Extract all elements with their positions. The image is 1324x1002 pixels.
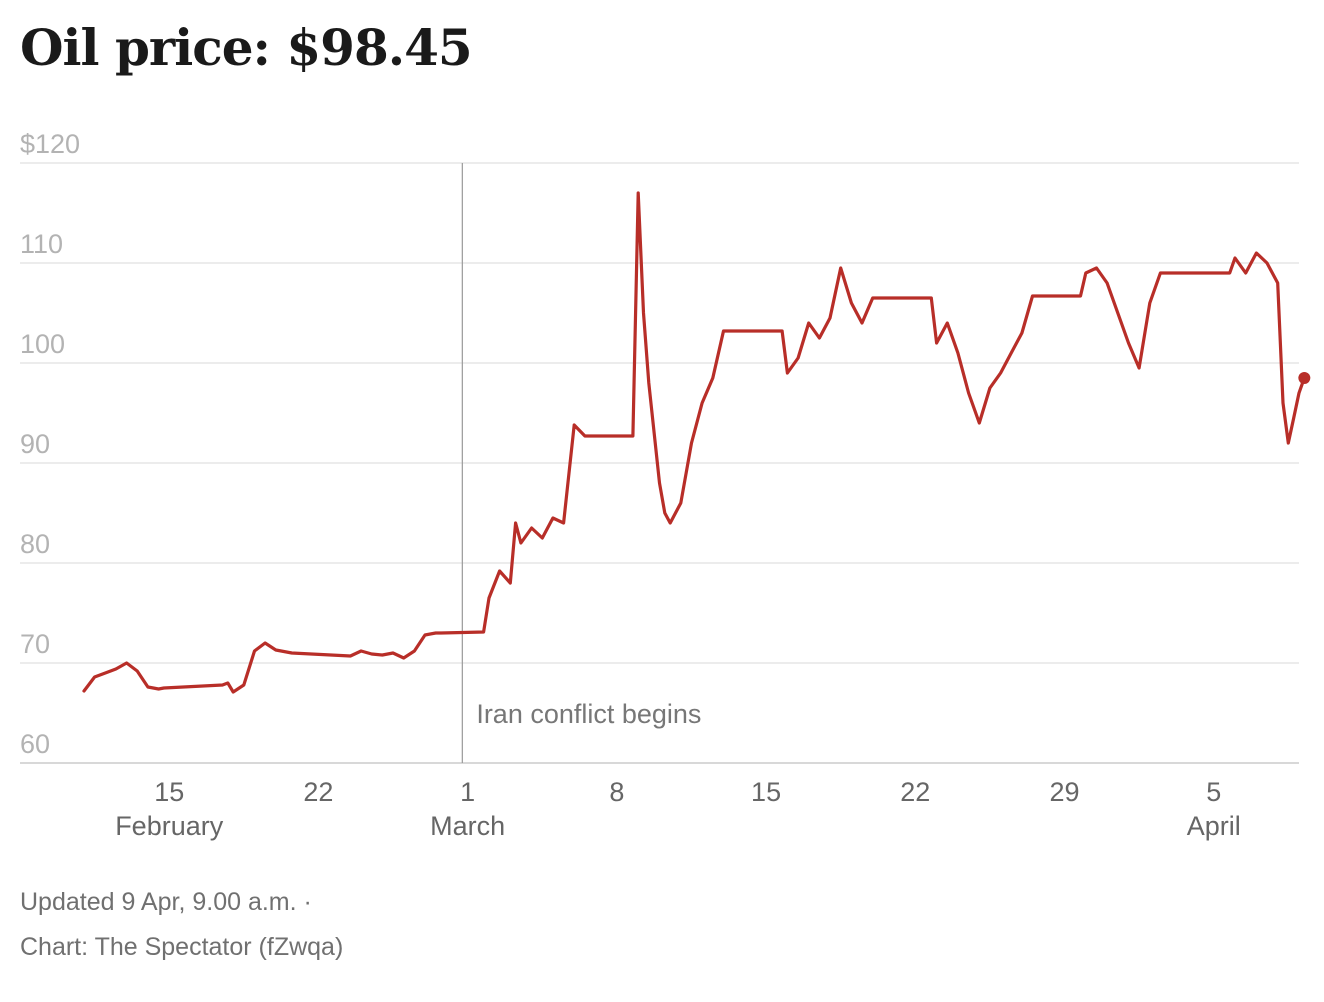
y-tick-label: $120	[20, 129, 80, 159]
chart-title: Oil price: $98.45	[20, 18, 473, 77]
x-tick-label: 15	[154, 777, 184, 807]
x-month-label: March	[430, 811, 505, 841]
series-layer	[82, 191, 1311, 694]
x-tick-label: 29	[1049, 777, 1079, 807]
y-axis: 60 70 80 90 100 110 $120	[20, 129, 80, 759]
x-tick-label: 22	[303, 777, 333, 807]
y-tick-label: 70	[20, 629, 50, 659]
x-tick-label: 1	[460, 777, 475, 807]
y-tick-label: 100	[20, 329, 65, 359]
updated-note: Updated 9 Apr, 9.00 a.m. ·	[20, 888, 312, 916]
x-tick-label: 22	[900, 777, 930, 807]
y-tick-label: 90	[20, 429, 50, 459]
chart-source: Chart: The Spectator (fZwqa)	[20, 933, 344, 961]
annotation-label: Iran conflict begins	[476, 699, 701, 729]
last-value-point	[1298, 372, 1311, 384]
x-month-label: February	[115, 811, 224, 841]
x-axis: 15 February 22 1 March 8 15 22 29 5 April	[115, 777, 1241, 841]
x-tick-label: 8	[609, 777, 624, 807]
x-tick-label: 15	[751, 777, 781, 807]
series-line	[82, 191, 1306, 694]
x-month-label: April	[1187, 811, 1241, 841]
annotation-layer: Iran conflict begins	[461, 163, 701, 763]
x-tick-label: 5	[1206, 777, 1221, 807]
gridlines	[20, 162, 1299, 764]
y-tick-label: 60	[20, 729, 50, 759]
y-tick-label: 110	[20, 229, 63, 259]
y-tick-label: 80	[20, 529, 50, 559]
